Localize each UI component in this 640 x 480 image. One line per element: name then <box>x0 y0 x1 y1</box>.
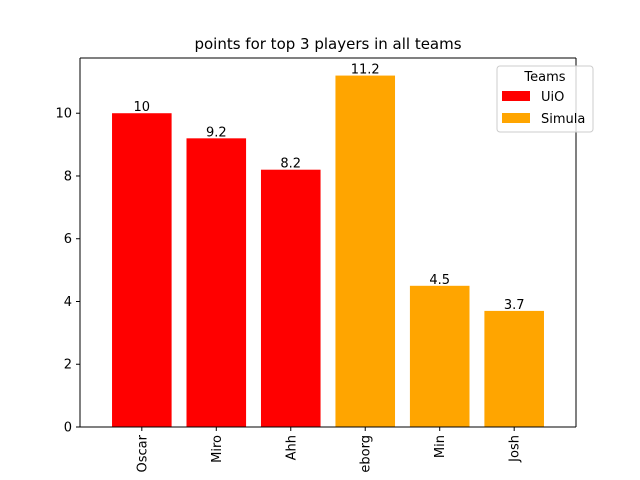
x-tick-label-ahh: Ahh <box>284 435 299 460</box>
legend-label-simula: Simula <box>541 112 585 127</box>
data-label-ahh: 8.2 <box>280 157 301 172</box>
legend-swatch-simula <box>502 113 530 123</box>
bar-eborg <box>335 75 396 428</box>
y-tick-label: 10 <box>55 107 72 122</box>
legend-label-uio: UiO <box>541 90 564 105</box>
y-tick-label: 4 <box>64 295 72 310</box>
bar-ahh <box>260 169 321 427</box>
legend: Teams UiO Simula <box>496 65 594 133</box>
bar-miro <box>186 138 247 427</box>
chart-title: points for top 3 players in all teams <box>194 35 461 53</box>
x-tick-label-josh: Josh <box>508 435 523 463</box>
bar-oscar <box>112 113 172 427</box>
axes-layer: 0 2 4 6 8 10 Oscar Miro Ahh eborg Min Josh <box>55 57 577 473</box>
legend-title: Teams <box>523 70 565 85</box>
x-tick-label-min: Min <box>433 435 448 458</box>
data-label-min: 4.5 <box>429 273 450 288</box>
data-label-oscar: 10 <box>134 100 151 115</box>
y-tick-label: 0 <box>64 421 72 436</box>
data-label-eborg: 11.2 <box>351 63 380 78</box>
data-labels-layer: 10 9.2 8.2 11.2 4.5 3.7 <box>134 63 525 313</box>
y-tick-label: 6 <box>64 232 72 247</box>
x-tick-label-miro: Miro <box>210 435 225 463</box>
legend-swatch-uio <box>502 91 530 101</box>
data-label-josh: 3.7 <box>504 298 525 313</box>
x-tick-label-eborg: eborg <box>359 435 374 473</box>
bars-layer <box>112 75 544 428</box>
x-tick-label-oscar: Oscar <box>135 434 150 472</box>
y-tick-label: 8 <box>64 169 72 184</box>
data-label-miro: 9.2 <box>206 125 227 140</box>
bar-josh <box>484 310 544 427</box>
bar-min <box>409 285 470 427</box>
y-tick-label: 2 <box>64 358 72 373</box>
